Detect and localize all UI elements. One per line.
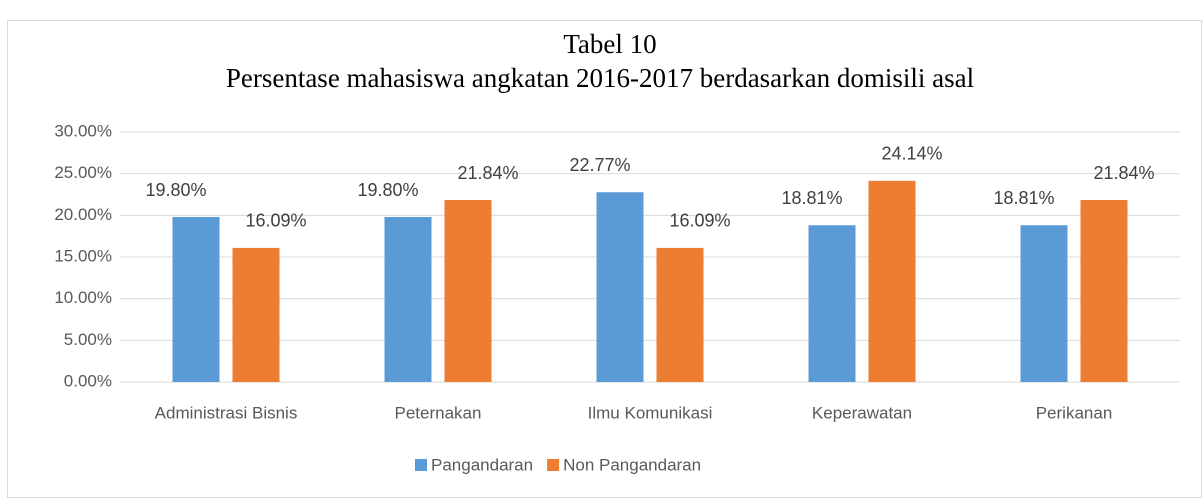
bar xyxy=(384,217,432,382)
legend-label: Non Pangandaran xyxy=(563,455,701,474)
data-label: 16.09% xyxy=(245,211,306,231)
data-label: 16.09% xyxy=(669,211,730,231)
legend-label: Pangandaran xyxy=(431,455,533,474)
bar xyxy=(172,217,220,382)
y-tick-label: 15.00% xyxy=(54,246,112,265)
data-label: 19.80% xyxy=(145,180,206,200)
x-tick-label: Administrasi Bisnis xyxy=(155,403,298,422)
data-label: 19.80% xyxy=(357,180,418,200)
y-tick-label: 5.00% xyxy=(64,330,112,349)
y-tick-label: 10.00% xyxy=(54,288,112,307)
x-tick-label: Keperawatan xyxy=(812,403,912,422)
data-label: 18.81% xyxy=(781,188,842,208)
bar xyxy=(868,180,916,382)
chart-subtitle: Persentase mahasiswa angkatan 2016-2017 … xyxy=(226,63,974,93)
data-label: 18.81% xyxy=(993,188,1054,208)
chart-title: Tabel 10 xyxy=(563,29,656,59)
x-tick-label: Peternakan xyxy=(395,403,482,422)
bar xyxy=(444,200,492,382)
legend-swatch xyxy=(547,459,560,471)
x-tick-label: Perikanan xyxy=(1036,403,1113,422)
bar xyxy=(808,225,856,382)
bar xyxy=(1020,225,1068,382)
legend-swatch xyxy=(415,459,427,471)
data-label: 21.84% xyxy=(457,163,518,183)
bar xyxy=(232,247,280,382)
data-label: 21.84% xyxy=(1093,163,1154,183)
bar xyxy=(656,247,704,382)
y-tick-label: 30.00% xyxy=(54,121,112,140)
bar xyxy=(1080,200,1128,382)
y-tick-label: 25.00% xyxy=(54,163,112,182)
data-label: 24.14% xyxy=(881,144,942,164)
y-tick-label: 0.00% xyxy=(64,371,112,390)
x-tick-label: Ilmu Komunikasi xyxy=(588,403,713,422)
y-tick-label: 20.00% xyxy=(54,205,112,224)
bar xyxy=(596,192,644,382)
data-label: 22.77% xyxy=(569,155,630,175)
